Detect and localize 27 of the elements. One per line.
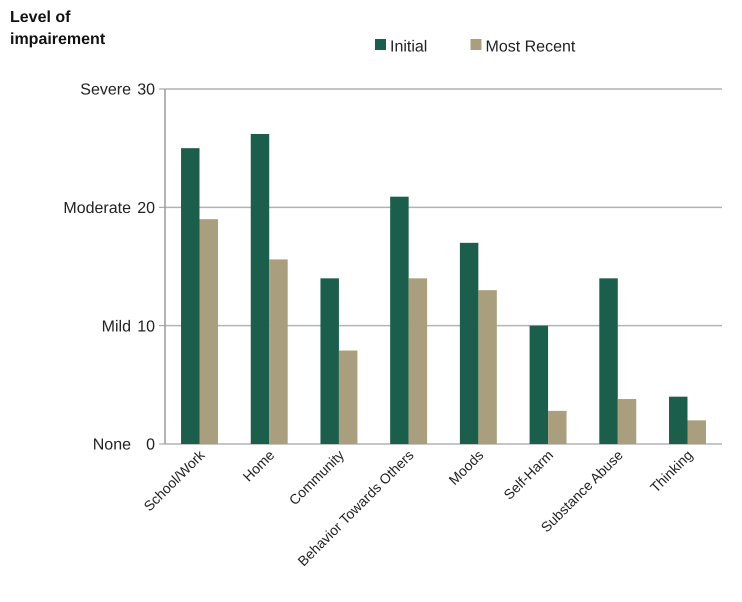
text: None [92, 436, 132, 454]
bar [250, 134, 270, 444]
y-tick-label: 30 [137, 82, 156, 99]
text: Severe [80, 82, 132, 99]
bar [530, 326, 548, 444]
bar [338, 350, 358, 444]
bar [669, 396, 688, 444]
bar [269, 259, 288, 444]
bar [687, 420, 706, 444]
text: Moderate [63, 200, 132, 217]
bar [408, 278, 428, 444]
bar [478, 290, 497, 444]
bar [548, 410, 567, 444]
legend-label: Most Recent [486, 38, 576, 56]
bar [181, 148, 200, 444]
bar [390, 196, 409, 444]
bar [320, 278, 339, 444]
y-tick-label: 20 [137, 200, 156, 217]
legend-label: Initial [390, 38, 428, 56]
bar [618, 399, 636, 444]
bar [200, 219, 218, 444]
bar [460, 242, 478, 444]
text: Mild [102, 318, 131, 336]
y-tick-label: 10 [137, 318, 156, 336]
bar [599, 278, 618, 444]
y-tick-label: 0 [146, 436, 156, 454]
y-axis-title: Level of impairement [10, 9, 106, 48]
